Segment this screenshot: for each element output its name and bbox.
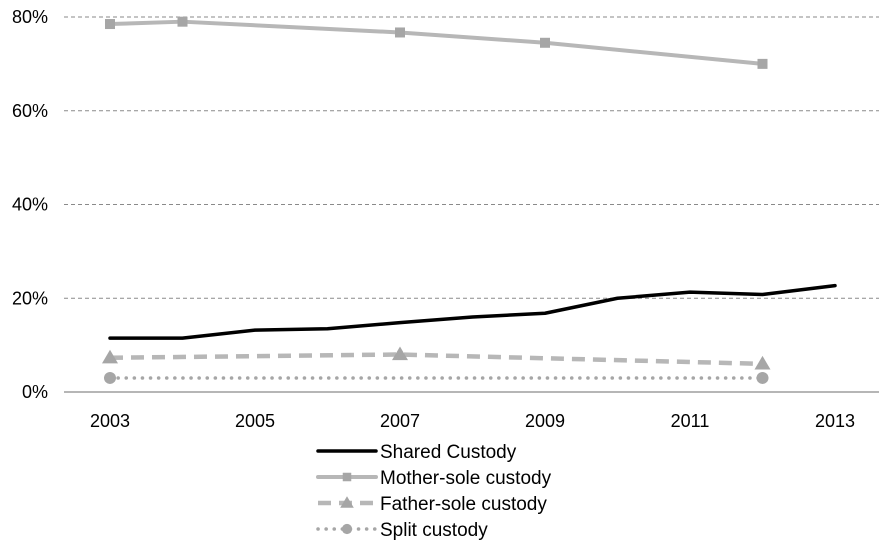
legend-label: Split custody (380, 520, 488, 541)
y-tick-label: 40% (12, 195, 48, 215)
data-point-square (105, 19, 115, 30)
tick-labels: 0% 20% 40% 60% 80% 2003 2005 2007 2009 2011 2013 (12, 7, 855, 431)
series-line (109, 352, 763, 367)
gridlines (64, 16, 879, 299)
y-tick-label: 80% (12, 7, 48, 27)
series-0 (108, 283, 837, 340)
legend: Shared Custody Mother-sole custody Father-… (316, 442, 552, 541)
data-point-triangle (102, 349, 118, 364)
x-tick-label: 2011 (671, 411, 710, 431)
data-point-triangle (754, 355, 771, 370)
series-2 (102, 346, 771, 370)
x-tick-label: 2013 (815, 411, 855, 431)
data-point-square (540, 37, 550, 48)
legend-label: Father-sole custody (380, 494, 547, 515)
y-tick-label: 20% (12, 288, 48, 308)
x-tick-label: 2003 (90, 411, 130, 431)
series-line (108, 19, 765, 66)
data-point-triangle (392, 346, 408, 361)
y-tick-label: 0% (22, 382, 48, 402)
legend-item: Shared Custody (316, 442, 517, 463)
series-group (102, 16, 837, 384)
data-point-circle (104, 371, 116, 384)
x-tick-label: 2009 (525, 411, 565, 431)
x-tick-label: 2005 (235, 411, 275, 431)
series-1 (105, 16, 768, 69)
legend-label: Shared Custody (380, 442, 517, 463)
legend-item: Split custody (316, 520, 488, 541)
data-point-triangle (340, 496, 354, 508)
legend-label: Mother-sole custody (380, 468, 552, 489)
data-point-square (395, 27, 405, 38)
series-3 (104, 371, 769, 384)
y-tick-label: 60% (12, 101, 48, 121)
x-tick-label: 2007 (380, 411, 420, 431)
data-point-square (342, 472, 352, 482)
legend-item: Mother-sole custody (316, 468, 552, 489)
data-point-square (177, 16, 188, 27)
data-point-square (757, 58, 768, 69)
legend-item: Father-sole custody (318, 494, 547, 515)
data-point-circle (341, 523, 353, 535)
data-point-circle (756, 371, 769, 384)
series-line (108, 283, 837, 340)
